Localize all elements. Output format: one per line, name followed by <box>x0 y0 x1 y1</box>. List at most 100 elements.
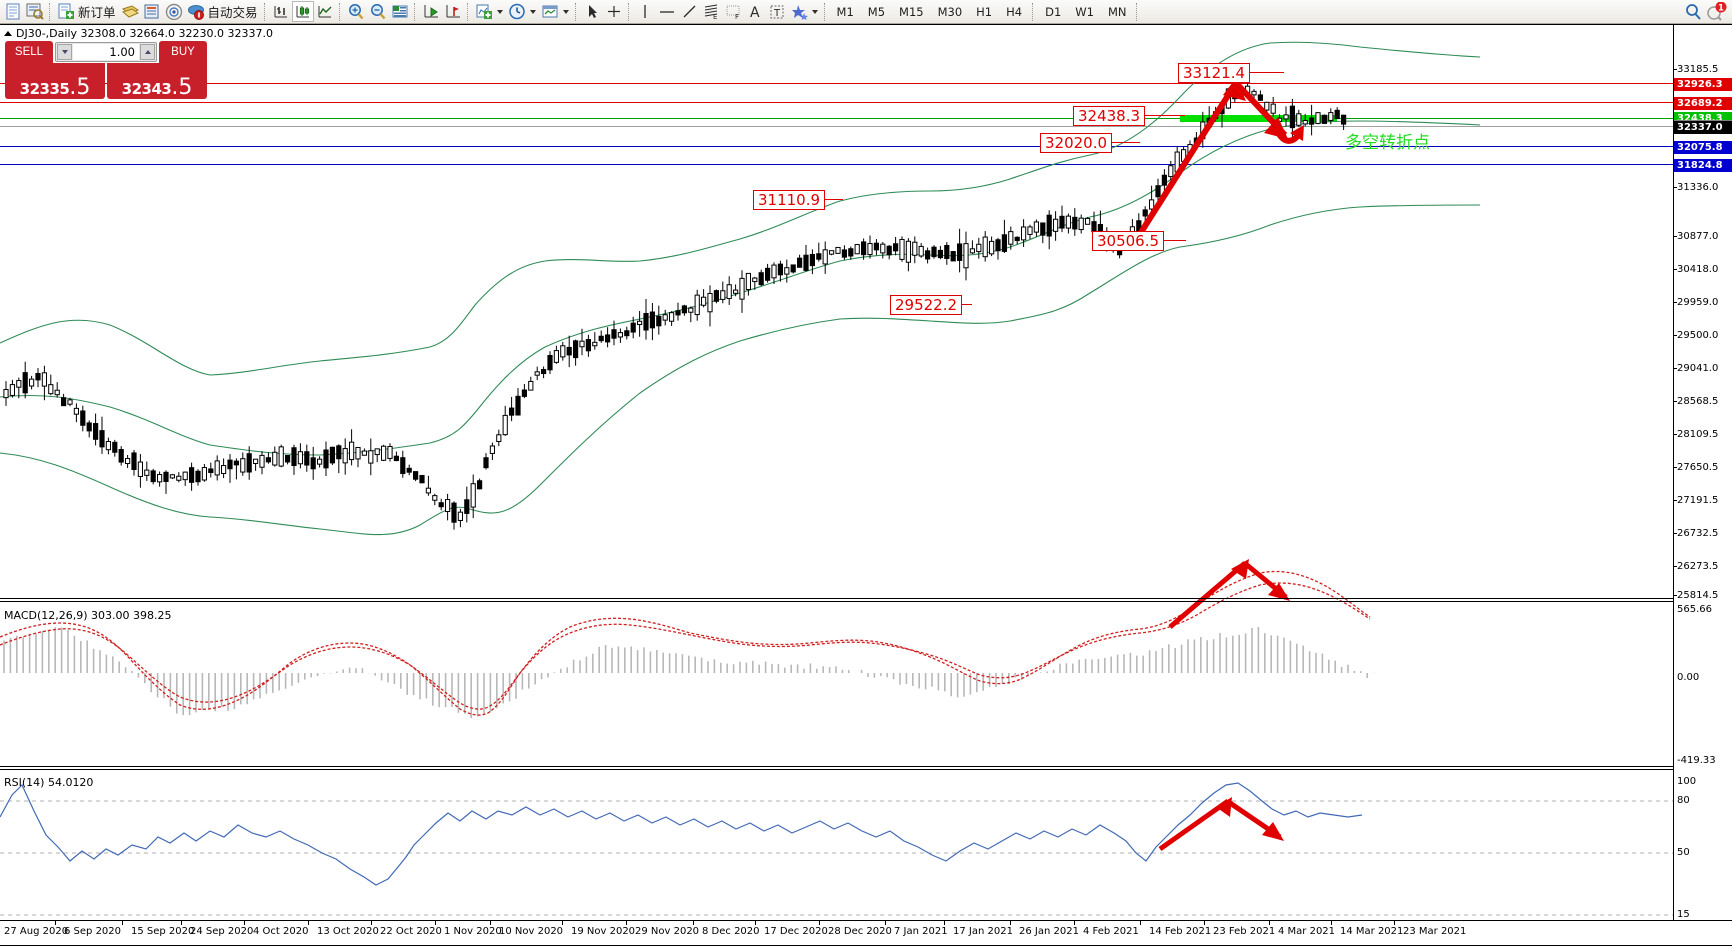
annotation-lead-31110 <box>825 199 843 200</box>
timeframe-m1[interactable]: M1 <box>836 4 854 19</box>
sell-price-display[interactable]: 32335.5 <box>5 63 105 99</box>
horizontal-line-icon[interactable] <box>656 1 678 22</box>
annotation-lead-32020 <box>1112 142 1140 143</box>
grid-icon[interactable] <box>389 1 411 22</box>
svg-text:A: A <box>750 5 760 20</box>
chart-shift-icon[interactable] <box>420 1 442 22</box>
date-tick: 1 Nov 2020 <box>435 920 502 937</box>
templates-icon[interactable] <box>539 1 561 22</box>
price-tick: 33185.5 <box>1673 64 1719 75</box>
candlestick-chart-icon[interactable] <box>291 1 314 22</box>
notification-icon[interactable]: 1 <box>1704 1 1730 22</box>
chart-symbol-header: DJ30-,Daily 32308.0 32664.0 32230.0 3233… <box>4 27 273 40</box>
indicators-icon[interactable] <box>473 1 495 22</box>
timeframe-d1[interactable]: D1 <box>1045 4 1062 19</box>
equidistant-channel-icon[interactable]: F <box>722 1 744 22</box>
signal-icon[interactable] <box>163 1 185 22</box>
date-tick: 23 Mar 2021 <box>1393 920 1467 937</box>
svg-text:T: T <box>773 8 781 19</box>
svg-text:E: E <box>713 13 717 20</box>
macd-subwindow-separator <box>0 598 1673 599</box>
annotation-price-30506[interactable]: 30506.5 <box>1092 231 1165 251</box>
text-label-icon[interactable]: T <box>766 1 788 22</box>
price-axis[interactable]: 33185.5 31336.0 30877.0 30418.0 29959.0 … <box>1673 25 1732 921</box>
autotrade-label[interactable]: 自动交易 <box>207 6 258 20</box>
new-order-icon[interactable] <box>55 1 77 22</box>
data-window-icon[interactable] <box>141 1 163 22</box>
chevron-down-icon[interactable] <box>528 2 539 22</box>
drawn-up-arrow-macd <box>1168 559 1249 629</box>
timeframe-m5[interactable]: M5 <box>867 4 886 19</box>
annotation-price-31110[interactable]: 31110.9 <box>753 190 826 210</box>
volume-increase-button[interactable] <box>140 44 155 60</box>
volume-stepper[interactable]: 1.00 <box>55 42 157 62</box>
trendline-icon[interactable] <box>678 1 700 22</box>
date-tick: 23 Feb 2021 <box>1203 920 1276 937</box>
shapes-icon[interactable] <box>788 1 810 22</box>
price-tick: 30877.0 <box>1673 231 1719 242</box>
buy-price-display[interactable]: 32343.5 <box>107 63 207 99</box>
toolbar-separator <box>263 2 267 21</box>
annotation-price-29522[interactable]: 29522.2 <box>890 295 963 315</box>
timeframe-w1[interactable]: W1 <box>1075 4 1094 19</box>
text-icon[interactable]: A <box>744 1 766 22</box>
one-click-trade-panel[interactable]: SELL 1.00 BUY 32335.5 32343.5 <box>5 41 207 99</box>
chevron-down-icon[interactable] <box>810 2 821 22</box>
price-tick: 28568.5 <box>1673 396 1719 407</box>
annotation-price-33121[interactable]: 33121.4 <box>1178 63 1251 83</box>
timeframe-mn[interactable]: MN <box>1107 4 1127 19</box>
sell-button[interactable]: SELL <box>5 41 53 63</box>
date-tick: 28 Dec 2020 <box>819 920 892 937</box>
timeframe-h4[interactable]: H4 <box>1006 4 1023 19</box>
chart-graphics <box>0 41 1673 916</box>
price-flag-support-blue-2: 31824.8 <box>1674 159 1732 172</box>
toolbar-separator <box>49 2 52 21</box>
market-watch-icon[interactable] <box>24 1 46 22</box>
new-order-label[interactable]: 新订单 <box>78 6 116 20</box>
autotrade-icon[interactable] <box>185 1 207 22</box>
sell-price-integer: 32335 <box>19 80 70 98</box>
price-tick: 26732.5 <box>1673 528 1719 539</box>
crosshair-icon[interactable] <box>603 1 625 22</box>
annotation-price-32020[interactable]: 32020.0 <box>1040 133 1113 153</box>
drawn-up-arrow-price <box>1128 78 1246 250</box>
date-tick: 26 Jan 2021 <box>1010 920 1079 937</box>
annotation-lead-33121 <box>1250 72 1284 73</box>
search-icon[interactable] <box>1682 1 1704 22</box>
cursor-icon[interactable] <box>581 1 603 22</box>
resistance-line-32926 <box>0 83 1673 84</box>
volume-decrease-button[interactable] <box>57 44 72 60</box>
chart-plot-area[interactable]: MACD(12,26,9) 303.00 398.25 RSI(14) 54.0… <box>0 25 1673 921</box>
annotation-price-32438[interactable]: 32438.3 <box>1073 106 1146 126</box>
zoom-out-icon[interactable] <box>367 1 389 22</box>
timeframe-h1[interactable]: H1 <box>976 4 993 19</box>
date-tick: 15 Sep 2020 <box>121 920 195 937</box>
volume-input[interactable]: 1.00 <box>73 44 139 60</box>
chevron-down-icon[interactable] <box>495 2 506 22</box>
auto-scroll-icon[interactable] <box>442 1 464 22</box>
vertical-line-icon[interactable] <box>634 1 656 22</box>
zoom-in-icon[interactable] <box>345 1 367 22</box>
annotation-chinese-note[interactable]: 多空转折点 <box>1345 133 1430 153</box>
document-icon[interactable] <box>2 1 24 22</box>
trade-panel-top-row: SELL 1.00 BUY <box>5 41 207 63</box>
fibonacci-icon[interactable]: E <box>700 1 722 22</box>
drawn-down-arrow-rsi <box>1228 800 1284 841</box>
buy-button[interactable]: BUY <box>159 41 207 63</box>
expert-advisor-icon[interactable] <box>119 1 141 22</box>
timeframe-m15[interactable]: M15 <box>899 4 924 19</box>
chevron-down-icon[interactable] <box>561 2 572 22</box>
timeframe-m30[interactable]: M30 <box>937 4 963 19</box>
period-icon[interactable] <box>506 1 528 22</box>
line-chart-icon[interactable] <box>314 1 336 22</box>
bar-chart-icon[interactable] <box>270 1 292 22</box>
date-tick: 27 Aug 2020 <box>4 926 69 937</box>
collapse-triangle-icon[interactable] <box>4 31 12 36</box>
date-tick: 6 Sep 2020 <box>54 920 122 937</box>
price-tick: 26273.5 <box>1673 561 1719 572</box>
time-axis[interactable]: 27 Aug 2020 6 Sep 2020 15 Sep 2020 24 Se… <box>0 920 1732 945</box>
date-tick: 19 Nov 2020 <box>561 920 636 937</box>
date-tick: 22 Oct 2020 <box>371 920 442 937</box>
chart-window[interactable]: MACD(12,26,9) 303.00 398.25 RSI(14) 54.0… <box>0 24 1732 946</box>
sell-price-fraction: .5 <box>69 75 91 100</box>
